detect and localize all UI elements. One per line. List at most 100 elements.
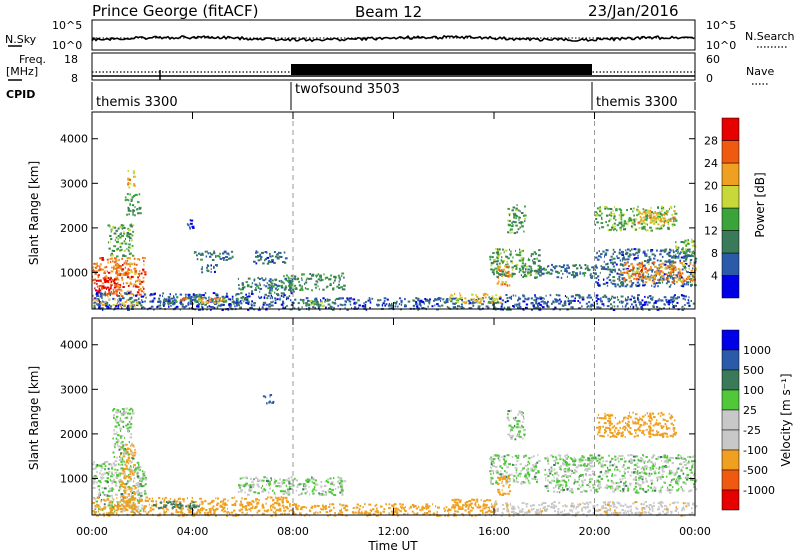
data-cell (306, 490, 308, 493)
data-cell (682, 246, 684, 249)
data-cell (630, 262, 634, 265)
data-cell (599, 271, 601, 274)
data-cell (305, 304, 308, 307)
data-cell (505, 271, 509, 274)
data-cell (340, 487, 343, 490)
data-cell (241, 511, 244, 514)
data-cell (231, 255, 234, 258)
data-cell (236, 298, 239, 301)
data-cell (130, 407, 133, 410)
data-cell (371, 508, 375, 511)
data-cell (505, 480, 508, 483)
data-cell (620, 223, 623, 226)
data-cell (176, 296, 179, 299)
data-cell (201, 305, 203, 308)
data-cell (319, 274, 322, 277)
data-cell (281, 498, 284, 501)
data-cell (320, 485, 323, 488)
data-cell (199, 497, 202, 500)
data-cell (185, 296, 187, 299)
data-cell (265, 277, 267, 280)
data-cell (125, 443, 128, 446)
data-cell (612, 268, 615, 271)
data-cell (345, 509, 349, 512)
data-cell (494, 267, 498, 270)
data-cell (95, 500, 99, 503)
data-cell (201, 253, 204, 256)
data-cell (576, 267, 579, 270)
data-cell (119, 472, 122, 475)
data-cell (537, 471, 540, 474)
data-cell (677, 267, 680, 270)
data-cell (556, 276, 560, 279)
data-cell (653, 285, 656, 288)
data-cell (535, 300, 538, 303)
data-cell (421, 505, 424, 508)
data-cell (130, 225, 133, 228)
data-cell (291, 288, 295, 291)
data-cell (174, 503, 176, 506)
data-cell (315, 303, 319, 306)
data-cell (263, 301, 267, 304)
data-cell (560, 266, 563, 269)
data-cell (152, 293, 154, 296)
data-cell (140, 280, 143, 283)
data-cell (125, 198, 129, 201)
data-cell (507, 270, 510, 273)
data-cell (492, 472, 494, 475)
data-cell (655, 270, 658, 273)
data-cell (301, 288, 304, 291)
data-cell (683, 255, 686, 258)
data-cell (125, 501, 128, 504)
data-cell (649, 221, 652, 224)
data-cell (650, 229, 653, 232)
data-cell (644, 210, 646, 213)
data-cell (579, 271, 581, 274)
data-cell (132, 172, 135, 175)
data-cell (237, 299, 239, 302)
data-cell (644, 228, 646, 231)
data-cell (263, 297, 266, 299)
data-cell (607, 300, 610, 303)
data-cell (468, 500, 472, 502)
data-cell (668, 272, 671, 275)
data-cell (120, 295, 124, 298)
noise-left-tick-bottom: 10^0 (52, 39, 82, 52)
data-cell (92, 298, 96, 301)
data-cell (277, 502, 281, 505)
data-cell (233, 302, 235, 305)
data-cell (643, 275, 646, 278)
data-cell (282, 292, 285, 295)
data-cell (515, 207, 518, 210)
data-cell (125, 503, 128, 506)
data-cell (562, 272, 564, 275)
data-cell (677, 272, 680, 275)
data-cell (620, 300, 623, 303)
data-cell (497, 280, 500, 283)
data-cell (661, 255, 664, 258)
data-cell (671, 281, 675, 284)
data-cell (637, 254, 639, 257)
data-cell (108, 278, 112, 281)
data-cell (694, 268, 697, 271)
data-cell (687, 239, 689, 242)
data-cell (126, 232, 129, 235)
data-cell (570, 295, 574, 298)
data-cell (661, 274, 664, 277)
data-cell (594, 223, 596, 226)
data-cell (271, 279, 274, 282)
noise-left-label: N.Sky (5, 33, 37, 46)
data-cell (159, 512, 161, 515)
data-cell (499, 301, 502, 304)
data-cell (595, 277, 598, 279)
data-cell (534, 474, 536, 476)
data-cell (633, 207, 635, 210)
data-cell (123, 227, 126, 229)
data-cell (368, 503, 372, 506)
data-cell (481, 303, 484, 306)
data-cell (333, 484, 336, 487)
data-cell (514, 475, 517, 478)
data-cell (268, 279, 271, 282)
data-cell (93, 478, 96, 480)
data-cell (114, 257, 117, 260)
